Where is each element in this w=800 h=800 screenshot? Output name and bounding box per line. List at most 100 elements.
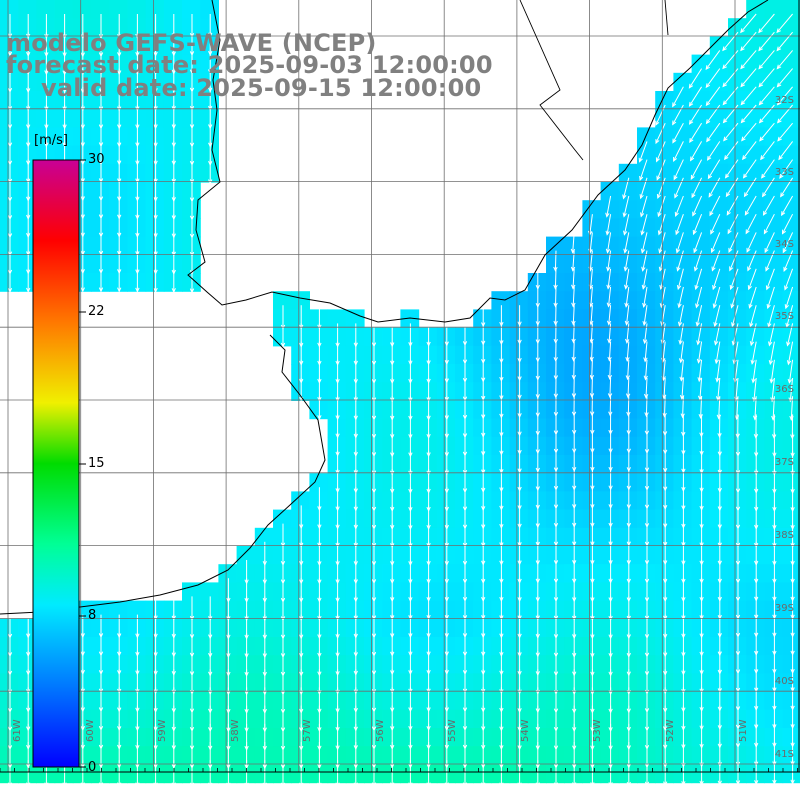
wind-speed-cell xyxy=(382,491,401,511)
wind-speed-cell xyxy=(764,254,784,274)
wind-arrow xyxy=(80,268,85,293)
wind-arrow xyxy=(571,305,576,326)
wind-speed-cell xyxy=(782,236,800,256)
wind-speed-cell xyxy=(382,764,401,784)
wind-speed-cell xyxy=(600,546,620,565)
wind-speed-cell xyxy=(618,436,638,456)
wind-speed-cell xyxy=(728,582,747,602)
wind-speed-cell xyxy=(691,546,711,565)
wind-arrow xyxy=(723,122,739,142)
wind-speed-cell xyxy=(618,546,638,565)
coastline xyxy=(0,0,769,615)
wind-arrow xyxy=(778,141,793,161)
wind-speed-cell xyxy=(109,600,128,620)
wind-speed-cell xyxy=(673,746,693,765)
wind-arrow xyxy=(677,286,684,309)
wind-speed-cell xyxy=(163,254,183,274)
wind-speed-cell xyxy=(691,182,711,201)
wind-speed-cell xyxy=(564,709,583,729)
wind-speed-cell xyxy=(109,36,128,56)
wind-speed-cell xyxy=(145,728,165,747)
wind-speed-cell xyxy=(509,728,529,747)
wind-speed-cell xyxy=(655,655,674,674)
wind-speed-cell xyxy=(145,709,165,729)
wind-speed-cell xyxy=(91,36,110,56)
wind-speed-cell xyxy=(163,218,183,238)
wind-speed-cell xyxy=(0,691,19,711)
wind-speed-cell xyxy=(455,418,474,438)
wind-speed-cell xyxy=(709,200,729,219)
wind-speed-cell xyxy=(127,618,147,638)
wind-speed-cell xyxy=(182,637,201,656)
wind-speed-cell xyxy=(200,728,219,747)
wind-speed-cell xyxy=(145,673,165,693)
wind-speed-cell xyxy=(764,473,784,492)
wind-speed-cell xyxy=(436,418,456,438)
wind-speed-cell xyxy=(618,582,638,602)
wind-speed-cell xyxy=(91,163,110,183)
wind-speed-cell xyxy=(309,600,329,620)
wind-speed-cell xyxy=(728,509,747,529)
wind-speed-cell xyxy=(637,691,656,711)
wind-speed-cell xyxy=(527,382,547,401)
wind-speed-cell xyxy=(91,91,110,110)
wind-speed-cell xyxy=(637,709,656,729)
wind-speed-cell xyxy=(291,655,310,674)
wind-speed-cell xyxy=(145,145,165,165)
wind-speed-cell xyxy=(163,72,183,92)
wind-speed-cell xyxy=(527,691,547,711)
wind-speed-cell xyxy=(436,509,456,529)
wind-speed-cell xyxy=(527,436,547,456)
wind-speed-cell xyxy=(36,127,56,147)
wind-speed-cell xyxy=(418,655,438,674)
wind-speed-cell xyxy=(691,618,711,638)
wind-speed-cell xyxy=(127,728,147,747)
wind-speed-cell xyxy=(109,218,128,238)
wind-speed-cell xyxy=(455,509,474,529)
wind-speed-cell xyxy=(309,618,329,638)
wind-speed-cell xyxy=(109,127,128,147)
wind-speed-cell xyxy=(145,109,165,128)
wind-speed-cell xyxy=(746,145,765,165)
wind-speed-cell xyxy=(764,582,784,602)
wind-speed-cell xyxy=(582,491,602,511)
wind-speed-cell xyxy=(345,582,365,602)
wind-speed-cell xyxy=(436,582,456,602)
wind-speed-cell xyxy=(273,582,292,602)
wind-speed-cell xyxy=(782,491,800,511)
wind-speed-cell xyxy=(655,109,674,128)
wind-arrow xyxy=(781,213,794,235)
wind-speed-cell xyxy=(400,600,420,620)
wind-speed-cell xyxy=(764,564,784,583)
wind-arrow xyxy=(317,760,322,788)
wind-speed-cell xyxy=(145,254,165,274)
wind-speed-cell xyxy=(582,473,602,492)
wind-speed-cell xyxy=(673,764,693,784)
wind-speed-cell xyxy=(145,127,165,147)
wind-speed-cell xyxy=(127,91,147,110)
wind-speed-cell xyxy=(364,673,383,693)
wind-speed-cell xyxy=(0,0,19,19)
wind-arrow xyxy=(605,195,612,218)
wind-speed-cell xyxy=(637,655,656,674)
wind-speed-cell xyxy=(163,637,183,656)
wind-speed-cell xyxy=(254,709,274,729)
wind-speed-cell xyxy=(309,546,329,565)
wind-speed-cell xyxy=(746,582,765,602)
wind-speed-cell xyxy=(327,746,347,765)
wind-speed-cell xyxy=(345,364,365,383)
wind-speed-cell xyxy=(746,564,765,583)
wind-speed-cell xyxy=(182,582,201,602)
wind-speed-cell xyxy=(418,746,438,765)
wind-speed-cell xyxy=(0,709,19,729)
wind-speed-cell xyxy=(600,218,620,238)
wind-speed-cell xyxy=(127,109,147,128)
wind-speed-cell xyxy=(182,200,201,219)
wind-arrow xyxy=(589,359,595,380)
wind-speed-cell xyxy=(109,709,128,729)
wind-speed-cell xyxy=(400,564,420,583)
wind-speed-cell xyxy=(637,473,656,492)
wind-speed-cell xyxy=(400,728,420,747)
wind-speed-cell xyxy=(527,673,547,693)
wind-speed-cell xyxy=(127,764,147,784)
